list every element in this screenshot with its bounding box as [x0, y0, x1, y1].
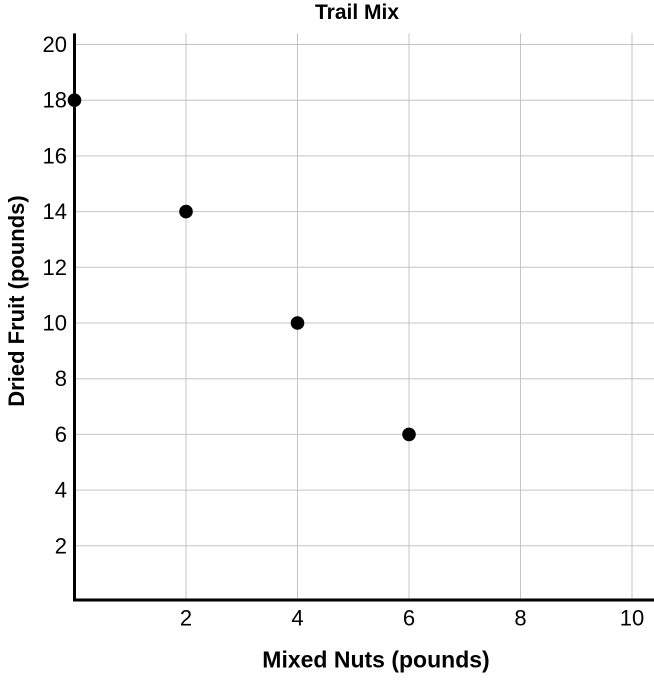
- y-tick-label: 6: [55, 422, 67, 447]
- y-tick-label: 8: [55, 366, 67, 391]
- y-tick-label: 10: [43, 311, 67, 336]
- y-tick-label: 2: [55, 533, 67, 558]
- y-tick-label: 16: [43, 143, 67, 168]
- y-tick-label: 20: [43, 32, 67, 57]
- y-tick-label: 18: [43, 88, 67, 113]
- x-tick-label: 8: [514, 606, 526, 631]
- x-tick-label: 4: [291, 606, 303, 631]
- y-tick-label: 12: [43, 255, 67, 280]
- chart-title: Trail Mix: [314, 1, 400, 24]
- x-tick-label: 2: [180, 606, 192, 631]
- x-axis-title: Mixed Nuts (pounds): [262, 646, 490, 673]
- y-tick-label: 4: [55, 478, 67, 503]
- data-point: [67, 93, 82, 107]
- y-tick-label: 14: [43, 199, 67, 224]
- data-point: [290, 316, 305, 330]
- x-tick-label: 10: [620, 606, 644, 631]
- x-tick-label: 6: [403, 606, 415, 631]
- data-point: [179, 204, 193, 219]
- data-point: [402, 427, 416, 442]
